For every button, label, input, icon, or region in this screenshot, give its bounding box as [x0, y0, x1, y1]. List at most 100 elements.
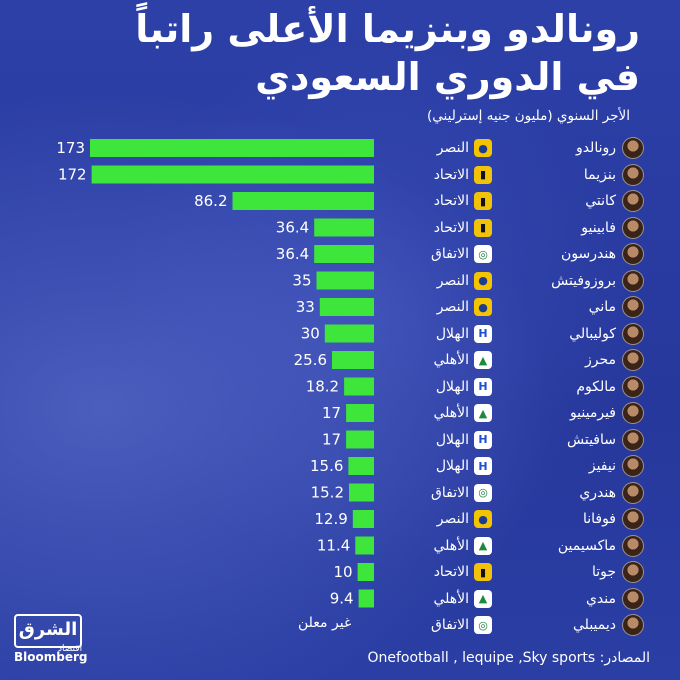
- bar-6: [319, 298, 374, 316]
- club-name: الهلال: [435, 325, 469, 342]
- bar-4: [314, 245, 374, 263]
- value-label-17: 9.4: [330, 590, 354, 608]
- logo-wordmark: الشرق: [14, 614, 82, 648]
- ittihad-crest-icon: ▮: [474, 563, 492, 581]
- club-name: الهلال: [435, 378, 469, 395]
- player-name: فابينيو: [581, 219, 616, 236]
- player-avatar-icon: [622, 322, 644, 345]
- club-name: الاتحاد: [433, 193, 469, 209]
- ahli-crest-icon: ▲: [474, 536, 492, 555]
- club-row-3: ▮ الاتحاد: [434, 217, 492, 239]
- chart-title-line1: رونالدو وبنزيما الأعلى راتباً: [135, 7, 640, 51]
- hilal-crest-icon: H: [474, 324, 492, 343]
- bar-17: [358, 589, 374, 608]
- player-name: ماني: [588, 299, 616, 315]
- club-name: الهلال: [435, 458, 469, 474]
- player-avatar-icon: [622, 455, 644, 477]
- player-name: كوليبالي: [569, 325, 616, 342]
- value-label-5: 35: [292, 272, 311, 290]
- club-row-14: ● النصر: [437, 508, 492, 530]
- value-label-11: 17: [322, 431, 341, 449]
- player-avatar-icon: [622, 163, 644, 186]
- hilal-crest-icon: H: [474, 430, 492, 449]
- player-name: ديميبلي: [573, 617, 616, 633]
- club-name: الاتفاق: [431, 246, 469, 262]
- player-name: مندي: [585, 590, 616, 607]
- value-label-1: 172: [58, 166, 87, 184]
- player-name: هندرسون: [561, 246, 616, 262]
- player-row-5: بروزوفيتش: [551, 269, 644, 292]
- club-name: الأهلي: [433, 537, 469, 554]
- club-row-11: H الهلال: [436, 429, 492, 451]
- player-row-16: جوتا: [592, 561, 644, 583]
- value-label-3: 36.4: [276, 219, 309, 237]
- player-avatar-icon: [622, 481, 644, 504]
- ettifaq-crest-icon: ◎: [474, 245, 492, 263]
- ahli-crest-icon: ▲: [474, 351, 492, 369]
- bar-11: [346, 430, 374, 449]
- player-row-18: ديميبلي: [573, 614, 644, 636]
- player-row-13: هندري: [579, 481, 644, 504]
- player-avatar-icon: [622, 508, 644, 530]
- club-name: النصر: [436, 140, 469, 156]
- bar-15: [355, 536, 374, 555]
- value-label-7: 30: [301, 325, 320, 343]
- player-name: كانتي: [585, 193, 616, 209]
- chart-title-line2: في الدوري السعودي: [255, 55, 640, 99]
- nassr-crest-icon: ●: [474, 510, 492, 528]
- club-name: الأهلي: [433, 405, 469, 421]
- value-label-2: 86.2: [194, 192, 227, 210]
- player-avatar-icon: [622, 587, 644, 610]
- club-row-5: ● النصر: [437, 270, 492, 292]
- player-name: فيرمينيو: [569, 405, 616, 421]
- player-row-2: كانتي: [585, 190, 644, 212]
- player-avatar-icon: [622, 614, 644, 636]
- player-name: هندري: [579, 484, 616, 501]
- player-row-14: فوفانا: [583, 508, 644, 530]
- club-row-7: H الهلال: [436, 323, 492, 345]
- value-label-8: 25.6: [294, 351, 327, 369]
- value-label-6: 33: [296, 298, 315, 316]
- player-name: مالكوم: [576, 378, 616, 395]
- bar-12: [348, 457, 374, 475]
- player-avatar-icon: [622, 216, 644, 239]
- undisclosed-label: غير معلن: [298, 615, 352, 631]
- hilal-crest-icon: H: [474, 457, 492, 475]
- bar-0: [90, 139, 374, 157]
- player-row-0: رونالدو: [576, 137, 644, 159]
- logo-partner: Bloomberg: [14, 650, 88, 664]
- club-row-4: ◎ الاتفاق: [431, 243, 492, 265]
- player-name: سافيتش: [567, 431, 616, 448]
- sources-note: المصادر: Onefootball , lequipe ,Sky spor…: [367, 650, 650, 666]
- club-row-17: ▲ الأهلي: [433, 588, 492, 610]
- club-name: الاتفاق: [431, 484, 469, 501]
- logo-subtext: اقتصاد: [58, 644, 83, 654]
- club-row-9: H الهلال: [436, 376, 492, 398]
- value-label-13: 15.2: [311, 484, 344, 502]
- club-name: النصر: [436, 299, 469, 315]
- player-name: بروزوفيتش: [551, 272, 616, 289]
- ittihad-crest-icon: ▮: [474, 192, 492, 210]
- bar-10: [346, 404, 374, 422]
- club-name: الأهلي: [433, 590, 469, 607]
- bar-5: [316, 271, 374, 290]
- bar-13: [349, 483, 374, 502]
- value-label-10: 17: [322, 404, 341, 422]
- player-name: رونالدو: [575, 140, 616, 156]
- player-row-11: سافيتش: [567, 428, 644, 451]
- value-label-12: 15.6: [310, 457, 343, 475]
- player-name: جوتا: [591, 564, 616, 580]
- value-label-16: 10: [334, 563, 353, 581]
- club-name: الاتحاد: [433, 219, 469, 236]
- player-row-9: مالكوم: [576, 375, 644, 398]
- nassr-crest-icon: ●: [474, 298, 492, 316]
- player-avatar-icon: [622, 296, 644, 318]
- player-avatar-icon: [622, 349, 644, 371]
- bar-9: [344, 377, 374, 396]
- ettifaq-crest-icon: ◎: [474, 483, 492, 502]
- bar-3: [314, 218, 374, 237]
- club-row-0: ● النصر: [437, 137, 492, 159]
- bar-2: [232, 192, 374, 210]
- club-row-1: ▮ الاتحاد: [434, 164, 492, 186]
